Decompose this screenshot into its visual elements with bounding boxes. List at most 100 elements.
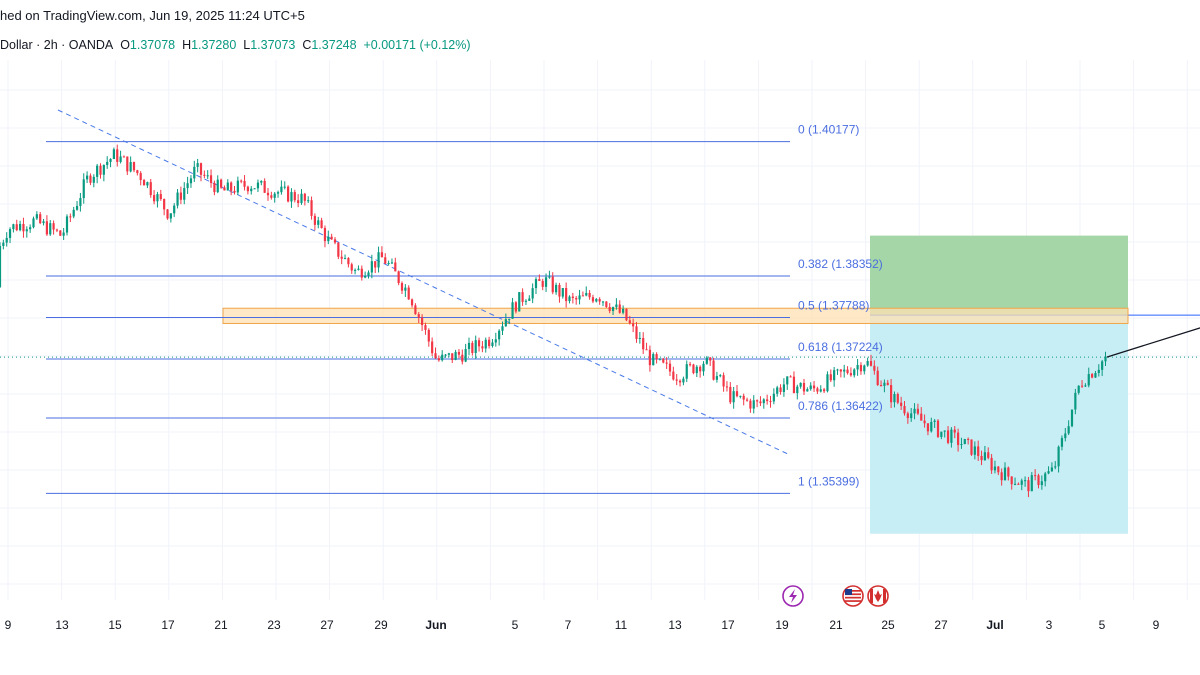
candle	[179, 186, 182, 205]
candle-body	[940, 431, 943, 437]
candle-body	[863, 365, 866, 372]
candle-body	[769, 401, 772, 403]
candle-body	[766, 399, 769, 402]
candle-body	[662, 358, 665, 363]
candle	[973, 441, 976, 460]
candle	[474, 335, 477, 359]
candle-body	[461, 354, 464, 362]
event-icons[interactable]	[782, 585, 889, 607]
candle-body	[699, 366, 702, 372]
candle	[618, 300, 621, 314]
candle	[236, 176, 239, 196]
candle-body	[8, 229, 12, 238]
candle	[528, 295, 531, 302]
candle	[816, 386, 819, 395]
candle	[863, 364, 866, 375]
candle	[1080, 380, 1084, 388]
candle	[672, 366, 675, 381]
candle-body	[853, 369, 856, 376]
candle-body	[35, 214, 38, 219]
candle	[293, 189, 296, 203]
candle	[86, 171, 89, 184]
candle	[310, 196, 313, 220]
candle	[357, 265, 360, 271]
candle	[541, 278, 544, 291]
x-tick-label: 5	[1099, 618, 1106, 632]
candle	[471, 340, 474, 356]
candle-body	[55, 229, 59, 231]
candle	[859, 362, 863, 375]
candle-body	[983, 452, 986, 461]
candle-body	[1020, 480, 1023, 485]
candle-body	[337, 242, 340, 257]
candle-body	[819, 389, 822, 392]
candle	[742, 393, 745, 406]
candle	[106, 156, 109, 169]
candle-body	[498, 330, 501, 340]
candle	[427, 328, 430, 347]
candle-body	[836, 369, 839, 371]
candle-body	[719, 375, 722, 377]
candle	[464, 343, 467, 363]
change-value: +0.00171 (+0.12%)	[363, 38, 471, 52]
candle-body	[404, 287, 407, 291]
candle	[926, 423, 930, 436]
candle-body	[762, 399, 765, 404]
candle-body	[374, 261, 377, 268]
candle-body	[1024, 480, 1027, 482]
candle	[263, 178, 266, 194]
candle	[169, 213, 172, 223]
candle	[2, 239, 5, 250]
candle	[836, 368, 839, 375]
candle-body	[183, 188, 186, 200]
candle	[923, 414, 926, 428]
candle-body	[410, 299, 414, 306]
candle	[581, 291, 584, 297]
candle	[715, 371, 718, 383]
candle	[883, 379, 886, 393]
candle	[709, 356, 712, 367]
candle-body	[52, 223, 55, 230]
candle-body	[946, 430, 950, 443]
trendline[interactable]	[57, 109, 791, 456]
candle-body	[293, 192, 296, 201]
candle-body	[531, 288, 534, 299]
candle-body	[735, 391, 739, 397]
candle	[722, 372, 725, 392]
x-tick-label: 25	[881, 618, 895, 632]
candle	[15, 219, 18, 232]
candle	[233, 185, 236, 195]
candle	[615, 298, 618, 310]
candle	[819, 385, 822, 393]
x-tick-label: 15	[108, 618, 122, 632]
candle	[518, 292, 521, 312]
candle	[823, 387, 826, 394]
candle	[940, 431, 943, 440]
candle	[350, 262, 353, 274]
fib-retracement[interactable]: 0 (1.40177) 0.382 (1.38352) 0.5 (1.37788) 0…	[0, 123, 1200, 494]
candle	[544, 273, 548, 292]
candle	[658, 358, 662, 361]
high-label: H	[182, 38, 192, 52]
candle	[1040, 475, 1043, 490]
candle-body	[581, 295, 584, 297]
candle-body	[287, 186, 290, 202]
candle	[695, 365, 698, 378]
candle	[591, 294, 595, 304]
candle	[243, 175, 246, 191]
candle-body	[424, 325, 427, 330]
candle-body	[611, 307, 615, 312]
candle	[35, 211, 38, 221]
candle-body	[957, 432, 960, 446]
candle	[839, 369, 842, 378]
high-value: 1.37280	[191, 38, 237, 52]
candle-body	[196, 163, 199, 167]
candle-body	[712, 360, 715, 380]
candle-body	[514, 302, 517, 312]
candle	[524, 299, 528, 305]
candle	[404, 284, 407, 297]
candle	[62, 228, 65, 241]
x-tick-label: 21	[214, 618, 228, 632]
candle	[273, 192, 276, 203]
